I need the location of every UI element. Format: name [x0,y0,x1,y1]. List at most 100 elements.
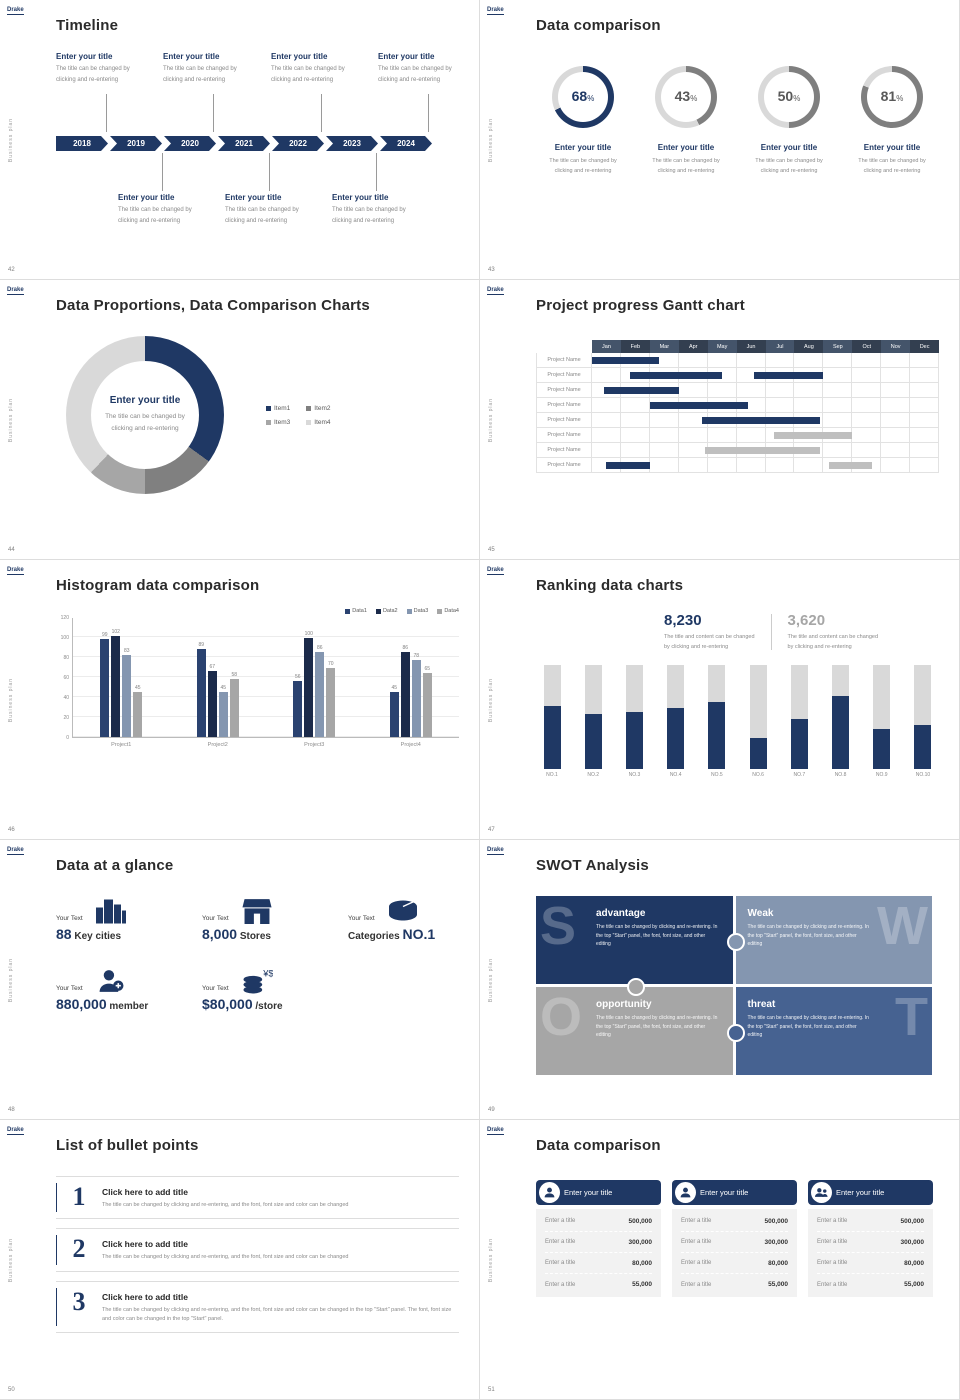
ranking-label: NO.6 [752,771,764,778]
donut-chart: Enter your title The title can be change… [66,336,224,494]
glance-item: Your Text 88 Key cities [56,896,188,942]
slide-number: 50 [8,1387,15,1393]
card-title: Enter your title [700,1188,749,1197]
ring-title: Enter your title [657,143,715,152]
glance-stats: Your Text 88 Key cities Your Text 8,000 … [56,896,459,1012]
slide-47-ranking[interactable]: Drake Business plan 47 Ranking data char… [480,560,960,840]
ranking-label: NO.8 [834,771,847,778]
gantt-cell [736,383,766,398]
gantt-cell [852,458,882,473]
gantt-month-cell: Dec [910,340,940,353]
bar [207,670,217,737]
bar-value-label: 100 [304,630,313,637]
bullet-list: 1 Click here to add title The title can … [56,1176,459,1334]
card-row: Enter a title 80,000 [681,1253,788,1274]
gantt-cell [910,398,940,413]
gantt-cell [765,353,795,368]
chart-legend: Item1 Item2 Item3 Item4 [266,405,331,426]
gantt-cell [794,353,824,368]
card-body: Enter a title 500,000 Enter a title 300,00… [536,1209,661,1297]
bullet-item: 3 Click here to add title The title can … [56,1280,459,1334]
bullet-body: The title can be changed by clicking and… [102,1306,452,1323]
store-icon [241,897,273,924]
ranking-bar [873,729,891,769]
slide-title: Project progress Gantt chart [536,297,745,314]
swot-letter: O [540,987,583,1047]
gantt-bar [701,417,821,424]
gantt-row: Project Name [536,458,940,473]
side-label: Business plan [8,1237,14,1282]
timeline-entry: Enter your title The title can be change… [118,153,222,227]
bar-value-label: 102 [111,628,120,635]
gantt-month-cell: Feb [620,340,650,353]
gantt-cell [852,428,882,443]
gantt-cell [852,368,882,383]
bar [400,651,410,737]
gantt-cell [910,413,940,428]
swot-threat: T threat The title can be changed by cli… [726,987,932,1075]
x-category-label: Project3 [304,742,325,748]
slide-49-swot[interactable]: Drake Business plan 49 SWOT Analysis S a… [480,840,960,1120]
slide-45-gantt[interactable]: Drake Business plan 45 Project progress … [480,280,960,560]
bar-value-label: 86 [402,644,409,651]
gantt-bar [829,462,873,469]
y-tick-label: 120 [60,615,69,621]
gantt-cell [678,428,708,443]
gantt-cell [881,428,911,443]
legend-item: Data1 [345,608,367,614]
bar [326,667,336,737]
card-header: Enter your title [672,1180,797,1205]
side-label: Business plan [8,117,14,162]
gantt-row: Project Name [536,353,940,368]
gantt-corner [536,340,592,353]
ranking-bar [584,713,602,769]
year-chevron: 2024 [380,136,432,151]
slide-number: 44 [8,547,15,553]
gantt-month-cell: Jun [736,340,766,353]
gantt-cell [649,443,679,458]
gantt-cell [823,398,853,413]
gantt-cell [794,443,824,458]
slide-44-data-proportions[interactable]: Drake Business plan 44 Data Proportions,… [0,280,480,560]
y-tick-label: 40 [63,695,69,701]
gantt-cell [592,428,621,443]
entry-title: Enter your title [378,52,435,61]
slide-50-bullet-points[interactable]: Drake Business plan 50 List of bullet po… [0,1120,480,1400]
bar-value-label: 67 [209,663,216,670]
bar-value-label: 56 [294,674,301,681]
card-header: Enter your title [808,1180,933,1205]
legend-item: Data3 [406,608,428,614]
gantt-cell [910,383,940,398]
gantt-row-label: Project Name [536,413,592,428]
timeline-entry: Enter your title The title can be change… [56,52,160,132]
gantt-month-cell: Jul [765,340,795,353]
gantt-cell [620,398,650,413]
legend-item: Data2 [375,608,398,614]
card-row: Enter a title 300,000 [545,1232,652,1253]
slide-51-data-comparison[interactable]: Drake Business plan 51 Data comparison E… [480,1120,960,1400]
swot-body: The title can be changed by clicking and… [596,1015,718,1038]
histogram-yaxis: 120 100 80 60 40 20 0 [56,615,72,741]
ranking-bar [790,718,808,769]
gantt-bar [606,462,650,469]
slide-42-timeline[interactable]: Drake Business plan 42 Timeline Enter yo… [0,0,480,280]
slide-46-histogram[interactable]: Drake Business plan 46 Histogram data co… [0,560,480,840]
bar [218,692,228,737]
glance-label: Your Text [56,985,83,992]
gantt-month-cell: Oct [852,340,882,353]
bullet-item: 1 Click here to add title The title can … [56,1176,459,1220]
slide-43-data-comparison[interactable]: Drake Business plan 43 Data comparison 6… [480,0,960,280]
gantt-bar [704,447,821,454]
ranking-column: NO.8 [825,664,857,778]
legend-swatch [266,405,271,411]
year-chevron: 2018 [56,136,108,151]
bullet-title: Click here to add title [102,1187,188,1197]
gantt-month-cell: Sep [823,340,853,353]
entry-body: The title can be changed by clicking and … [378,66,452,83]
side-label: Business plan [488,117,494,162]
stat-block: 3,620 The title and content can be chang… [788,612,879,653]
bar [133,692,143,737]
slide-48-data-glance[interactable]: Drake Business plan 48 Data at a glance … [0,840,480,1120]
ranking-column: NO.7 [783,664,815,778]
bullet-number: 2 [72,1234,86,1264]
